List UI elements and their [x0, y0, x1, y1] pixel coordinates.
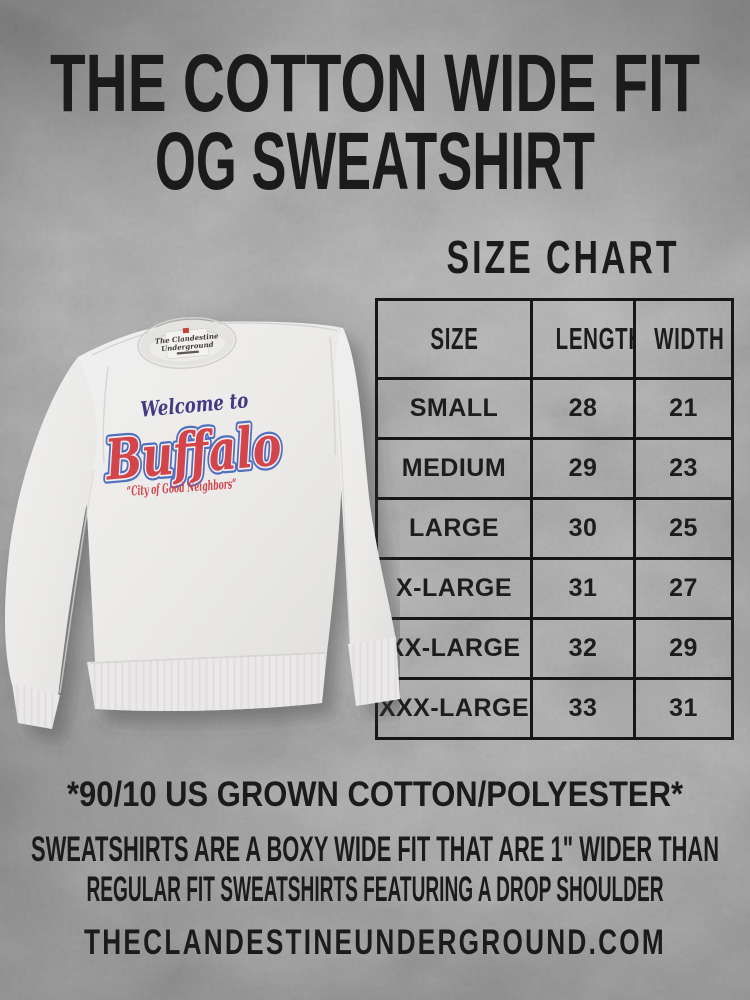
- length-cell: 32: [530, 617, 636, 680]
- table-row: SMALL 28 21: [375, 377, 734, 440]
- size-cell: X-LARGE: [375, 557, 533, 620]
- length-cell: 28: [530, 377, 636, 440]
- table-row: MEDIUM 29 23: [375, 437, 734, 500]
- length-cell: 30: [530, 497, 636, 560]
- table-row: X-LARGE 31 27: [375, 557, 734, 620]
- table-header-row: SIZE LENGTH WIDTH: [375, 298, 734, 380]
- table-row: LARGE 30 25: [375, 497, 734, 560]
- width-cell: 29: [633, 617, 734, 680]
- column-header-length: LENGTH: [530, 298, 636, 380]
- length-cell: 33: [530, 677, 636, 740]
- column-header-width: WIDTH: [633, 298, 734, 380]
- size-cell: LARGE: [375, 497, 533, 560]
- width-cell: 27: [633, 557, 734, 620]
- table-row: XXX-LARGE 33 31: [375, 677, 734, 740]
- width-cell: 21: [633, 377, 734, 440]
- column-header-length-label: LENGTH: [555, 321, 632, 356]
- width-cell: 25: [633, 497, 734, 560]
- width-cell: 31: [633, 677, 734, 740]
- size-cell: XXX-LARGE: [375, 677, 533, 740]
- size-cell: SMALL: [375, 377, 533, 440]
- table-row: XX-LARGE 32 29: [375, 617, 734, 680]
- length-cell: 31: [530, 557, 636, 620]
- size-chart-table: SIZE LENGTH WIDTH SMALL 28 21 MEDIUM 29 …: [375, 298, 734, 740]
- width-cell: 23: [633, 437, 734, 500]
- length-cell: 29: [530, 437, 636, 500]
- size-cell: XX-LARGE: [375, 617, 533, 680]
- column-header-width-label: WIDTH: [654, 321, 725, 356]
- column-header-size-label: SIZE: [429, 321, 479, 356]
- size-cell: MEDIUM: [375, 437, 533, 500]
- column-header-size: SIZE: [375, 298, 533, 380]
